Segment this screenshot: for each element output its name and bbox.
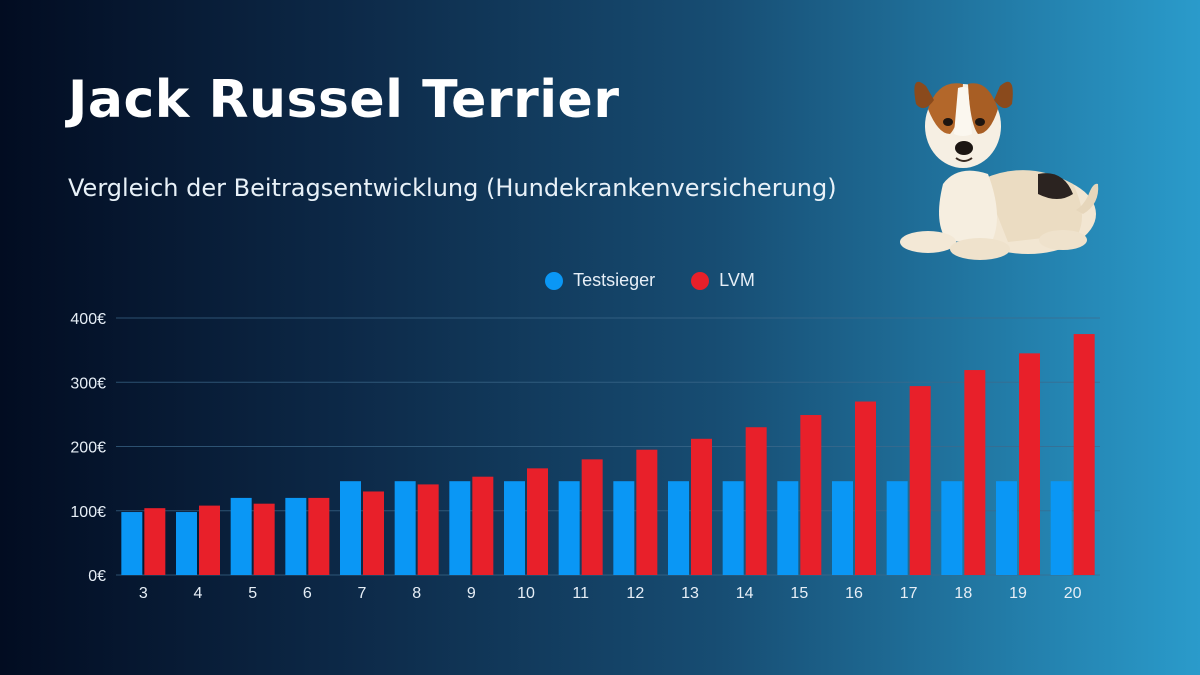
bar-lvm [1019, 353, 1040, 575]
legend-dot-icon [691, 271, 710, 290]
x-tick-label: 13 [681, 585, 699, 602]
x-tick-label: 8 [412, 585, 421, 602]
bar-testsieger [449, 481, 471, 575]
bar-lvm [308, 497, 330, 575]
bar-testsieger [832, 481, 853, 575]
bar-testsieger [504, 481, 525, 575]
y-tick-label: 0€ [88, 568, 106, 585]
x-tick-label: 12 [626, 585, 644, 602]
bar-testsieger [777, 481, 799, 575]
bar-lvm [855, 401, 876, 575]
bar-lvm [800, 415, 822, 575]
legend-label: Testsieger [573, 270, 656, 290]
bar-testsieger [886, 481, 908, 575]
bar-lvm [581, 459, 603, 575]
bar-lvm [691, 438, 712, 575]
bar-lvm [636, 449, 658, 575]
x-tick-label: 20 [1064, 585, 1082, 602]
bar-testsieger [340, 481, 361, 575]
bar-testsieger [722, 481, 744, 575]
bar-lvm [417, 484, 439, 575]
x-tick-label: 4 [194, 585, 203, 602]
legend-item-testsieger: Testsieger [445, 270, 655, 291]
bar-testsieger [996, 481, 1017, 575]
bar-lvm [745, 427, 767, 575]
bar-testsieger [176, 512, 197, 575]
y-tick-label: 100€ [70, 504, 106, 521]
x-tick-label: 3 [139, 585, 148, 602]
bar-lvm [363, 491, 384, 575]
bar-testsieger [613, 481, 635, 575]
x-tick-label: 14 [736, 585, 754, 602]
x-tick-label: 18 [954, 585, 972, 602]
bar-testsieger [285, 497, 307, 575]
y-tick-label: 300€ [70, 375, 106, 392]
x-tick-label: 6 [303, 585, 312, 602]
x-tick-label: 17 [900, 585, 918, 602]
x-tick-label: 9 [467, 585, 476, 602]
bar-lvm [472, 476, 494, 575]
bar-lvm [253, 503, 275, 575]
bar-testsieger [121, 512, 143, 575]
dog-illustration [900, 81, 1099, 260]
bar-lvm [199, 505, 220, 575]
x-tick-label: 10 [517, 585, 535, 602]
x-tick-label: 16 [845, 585, 863, 602]
y-tick-label: 200€ [70, 440, 106, 457]
x-tick-label: 19 [1009, 585, 1027, 602]
bar-testsieger [941, 481, 963, 575]
legend-label: LVM [719, 270, 755, 290]
x-tick-label: 11 [572, 585, 589, 602]
bar-lvm [144, 508, 166, 575]
x-tick-label: 5 [248, 585, 257, 602]
bar-testsieger [558, 481, 580, 575]
chart-legend: Testsieger LVM [0, 270, 1200, 291]
page-subtitle: Vergleich der Beitragsentwicklung (Hunde… [68, 174, 837, 202]
bar-lvm [964, 370, 986, 575]
bar-testsieger [668, 481, 689, 575]
legend-item-lvm: LVM [691, 270, 755, 291]
legend-dot-icon [545, 271, 564, 290]
page-title: Jack Russel Terrier [68, 70, 620, 130]
bar-lvm [909, 386, 931, 575]
y-tick-label: 400€ [70, 311, 106, 328]
x-tick-label: 15 [790, 585, 808, 602]
bar-testsieger [394, 481, 416, 575]
bar-lvm [527, 468, 548, 575]
bar-lvm [1073, 334, 1095, 575]
x-tick-label: 7 [358, 585, 367, 602]
bar-testsieger [1050, 481, 1072, 575]
bar-testsieger [230, 497, 252, 575]
